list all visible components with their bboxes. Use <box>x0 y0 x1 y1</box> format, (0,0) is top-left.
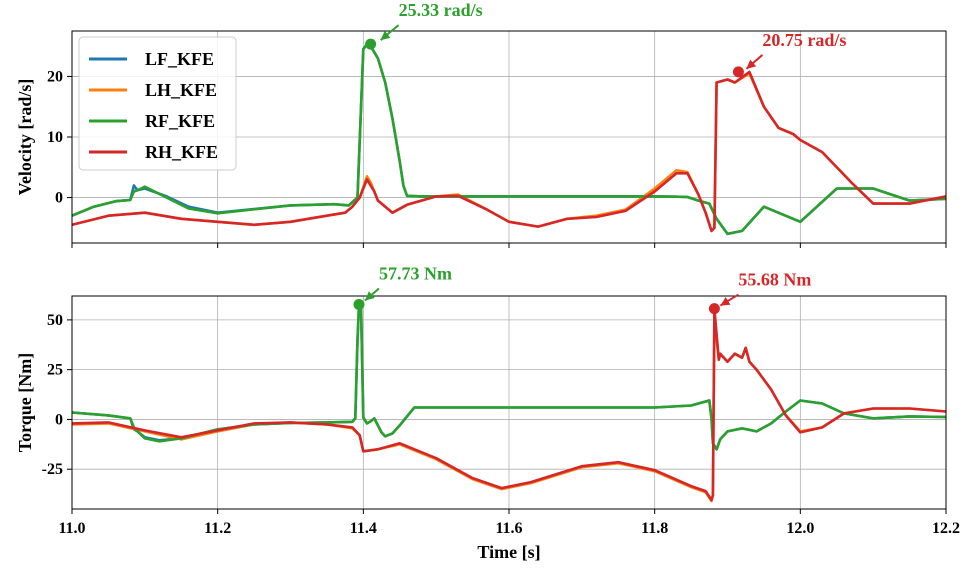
annotation-marker <box>365 38 377 50</box>
annotation-marker <box>732 66 744 78</box>
x-tick-label: 11.4 <box>350 520 377 537</box>
annotation-marker <box>708 303 720 315</box>
series-line-rh-kfe <box>72 307 946 502</box>
x-axis-label: Time [s] <box>477 542 540 562</box>
annotation-marker <box>353 299 365 311</box>
annotation-label: 20.75 rad/s <box>762 30 846 50</box>
annotation-arrow-head <box>364 291 375 301</box>
annotation-label: 55.68 Nm <box>738 270 811 290</box>
x-tick-label: 11.0 <box>58 520 85 537</box>
x-tick-label: 11.6 <box>495 520 522 537</box>
legend-box <box>78 36 237 171</box>
series-line-rf-kfe <box>72 43 946 236</box>
panel-velocity: 0 10 20 Velocity [rad/s] 25.33 rad/s 20.75 ra… <box>15 0 947 248</box>
y-tick-label: 10 <box>47 129 63 146</box>
y-tick-label: 25 <box>47 362 63 379</box>
y-tick-label: 0 <box>55 190 63 207</box>
annotation-arrow-head <box>380 30 391 41</box>
x-tick-label: 11.2 <box>204 520 231 537</box>
legend-label: RF_KFE <box>145 111 215 131</box>
legend-label: RH_KFE <box>145 142 218 162</box>
y-axis-label: Torque [Nm] <box>15 353 35 453</box>
series-line-rh-kfe <box>72 70 946 233</box>
x-tick-label: 12.2 <box>932 520 960 537</box>
annotation-label: 57.73 Nm <box>379 264 452 284</box>
y-axis-label: Velocity [rad/s] <box>15 79 35 196</box>
y-tick-label: 0 <box>55 411 63 428</box>
annotation-arrow-head <box>746 59 757 69</box>
y-tick-label: 50 <box>47 312 63 329</box>
legend-label: LH_KFE <box>145 80 217 100</box>
y-tick-label: 20 <box>47 68 63 85</box>
series-group <box>72 43 946 236</box>
x-tick-label: 12.0 <box>786 520 814 537</box>
y-tick-label: -25 <box>42 461 63 478</box>
series-group <box>72 303 946 503</box>
legend: LF_KFE LH_KFE RF_KFE RH_KFE <box>78 36 237 171</box>
annotation-label: 25.33 rad/s <box>399 0 483 20</box>
x-tick-label: 11.8 <box>641 520 668 537</box>
panel-torque: -25 0 25 50 11.0 11.2 11.4 11.6 11.8 12.0 12.2 Torq… <box>15 264 960 562</box>
legend-label: LF_KFE <box>145 49 214 69</box>
annotation-arrow-head <box>720 297 731 306</box>
